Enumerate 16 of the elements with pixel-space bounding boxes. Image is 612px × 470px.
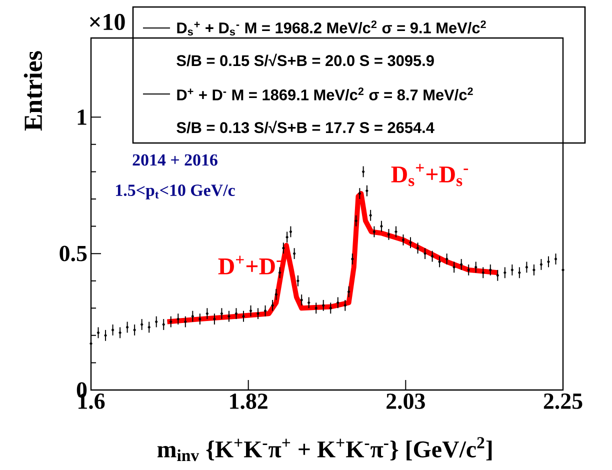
annotation: D$_{s}$$^{+}$+D$_{s}$-: [391, 164, 468, 186]
y-axis-title: Entries: [24, 51, 42, 131]
x-tick-label: 1.82: [230, 394, 268, 410]
annotation: D$^{+}$ + D$^{-}$ M = 1869.1 MeV/c$^{2}$ σ = 8.7 MeV/c$^{2}$: [177, 87, 473, 101]
x-tick-label: 2.03: [386, 394, 425, 410]
annotation: S/B = 0.15 S/√S+B = 20.0 S = 3095.9: [176, 54, 434, 66]
y-tick-label: 0.5: [60, 246, 87, 262]
annotation: D$^{+}$+D$^{-}$: [218, 256, 282, 274]
y-tick-label: 1: [78, 110, 86, 125]
annotation: 2014 + 2016: [132, 154, 218, 166]
annotation: S/B = 0.13 S/√S+B = 17.7 S = 2654.4: [176, 120, 434, 134]
text: ×10: [90, 14, 125, 30]
x-tick-label: 2.25: [544, 394, 582, 410]
annotation: 1.5<p$_{t}$<10 GeV/c: [116, 184, 235, 200]
text: D$_{s}$$^{+}$ + D$_{s}$$^{-}$ M = 1968.2 MeV/c$^{2}$ σ = 9.1 MeV/c$^{2}$: [177, 20, 486, 36]
text: m$_{inv}$ {K$^{+}$K$^{-}$π$^{+}$ + K$^{+}$K$^{-}$π$^{-}$} [GeV/c$^{2}$]: [157, 437, 492, 462]
